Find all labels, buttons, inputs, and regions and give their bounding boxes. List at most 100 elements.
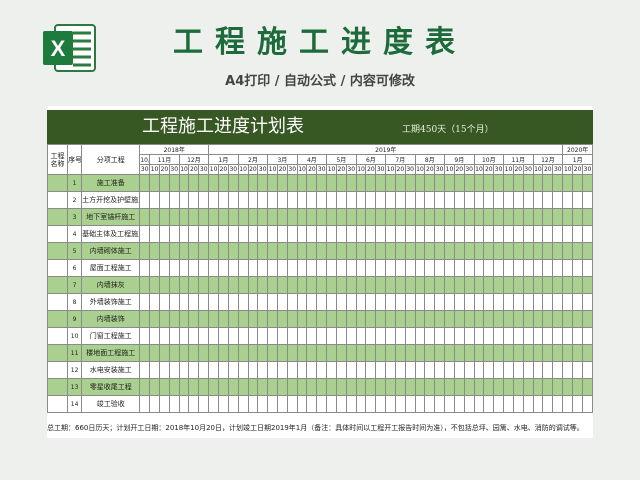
schedule-cell[interactable] bbox=[345, 225, 357, 243]
schedule-cell[interactable] bbox=[306, 208, 318, 226]
schedule-cell[interactable] bbox=[139, 361, 151, 379]
schedule-cell[interactable] bbox=[552, 225, 564, 243]
schedule-cell[interactable] bbox=[198, 174, 210, 192]
schedule-cell[interactable] bbox=[306, 191, 318, 209]
schedule-cell[interactable] bbox=[483, 344, 495, 362]
schedule-cell[interactable] bbox=[218, 361, 229, 379]
schedule-cell[interactable] bbox=[267, 310, 278, 328]
schedule-cell[interactable] bbox=[326, 310, 337, 328]
schedule-cell[interactable] bbox=[316, 242, 328, 260]
schedule-cell[interactable] bbox=[286, 242, 298, 260]
schedule-cell[interactable] bbox=[503, 208, 514, 226]
schedule-cell[interactable] bbox=[562, 259, 574, 277]
schedule-cell[interactable] bbox=[218, 242, 229, 260]
schedule-cell[interactable] bbox=[247, 174, 259, 192]
schedule-cell[interactable] bbox=[227, 327, 239, 345]
schedule-cell[interactable] bbox=[178, 361, 190, 379]
schedule-cell[interactable] bbox=[208, 276, 220, 294]
schedule-cell[interactable] bbox=[335, 293, 347, 311]
schedule-cell[interactable] bbox=[178, 174, 190, 192]
schedule-cell[interactable] bbox=[306, 344, 318, 362]
schedule-cell[interactable] bbox=[355, 293, 367, 311]
schedule-cell[interactable] bbox=[355, 395, 367, 413]
schedule-cell[interactable] bbox=[208, 225, 220, 243]
schedule-cell[interactable] bbox=[414, 242, 426, 260]
item-cell[interactable]: 内墙抹灰 bbox=[81, 276, 141, 294]
schedule-cell[interactable] bbox=[572, 191, 583, 209]
schedule-cell[interactable] bbox=[552, 378, 564, 396]
schedule-cell[interactable] bbox=[326, 361, 337, 379]
schedule-cell[interactable] bbox=[257, 174, 269, 192]
schedule-cell[interactable] bbox=[208, 293, 220, 311]
schedule-cell[interactable] bbox=[158, 276, 170, 294]
schedule-cell[interactable] bbox=[473, 174, 485, 192]
schedule-cell[interactable] bbox=[158, 310, 170, 328]
schedule-cell[interactable] bbox=[208, 242, 220, 260]
schedule-cell[interactable] bbox=[218, 310, 229, 328]
schedule-cell[interactable] bbox=[394, 293, 406, 311]
schedule-cell[interactable] bbox=[365, 378, 377, 396]
schedule-cell[interactable] bbox=[434, 293, 446, 311]
schedule-cell[interactable] bbox=[188, 208, 200, 226]
schedule-cell[interactable] bbox=[188, 242, 200, 260]
schedule-cell[interactable] bbox=[375, 378, 387, 396]
schedule-cell[interactable] bbox=[532, 208, 544, 226]
schedule-cell[interactable] bbox=[345, 378, 357, 396]
schedule-cell[interactable] bbox=[404, 242, 416, 260]
schedule-cell[interactable] bbox=[198, 327, 210, 345]
schedule-cell[interactable] bbox=[572, 361, 583, 379]
schedule-cell[interactable] bbox=[335, 378, 347, 396]
schedule-cell[interactable] bbox=[503, 327, 514, 345]
schedule-cell[interactable] bbox=[149, 378, 160, 396]
schedule-cell[interactable] bbox=[463, 361, 475, 379]
schedule-cell[interactable] bbox=[158, 327, 170, 345]
schedule-cell[interactable] bbox=[208, 327, 220, 345]
schedule-cell[interactable] bbox=[168, 344, 180, 362]
schedule-cell[interactable] bbox=[276, 395, 288, 413]
schedule-cell[interactable] bbox=[316, 225, 328, 243]
schedule-cell[interactable] bbox=[345, 191, 357, 209]
schedule-cell[interactable] bbox=[394, 310, 406, 328]
schedule-cell[interactable] bbox=[208, 191, 220, 209]
schedule-cell[interactable] bbox=[149, 344, 160, 362]
schedule-cell[interactable] bbox=[375, 293, 387, 311]
schedule-cell[interactable] bbox=[493, 174, 505, 192]
schedule-cell[interactable] bbox=[316, 327, 328, 345]
schedule-cell[interactable] bbox=[306, 293, 318, 311]
schedule-cell[interactable] bbox=[453, 259, 465, 277]
schedule-cell[interactable] bbox=[503, 276, 514, 294]
schedule-cell[interactable] bbox=[326, 378, 337, 396]
schedule-cell[interactable] bbox=[257, 344, 269, 362]
schedule-cell[interactable] bbox=[276, 242, 288, 260]
project-name-cell[interactable] bbox=[46, 361, 69, 379]
schedule-cell[interactable] bbox=[139, 276, 151, 294]
schedule-cell[interactable] bbox=[355, 242, 367, 260]
schedule-cell[interactable] bbox=[326, 208, 337, 226]
schedule-cell[interactable] bbox=[483, 310, 495, 328]
schedule-cell[interactable] bbox=[237, 378, 249, 396]
schedule-cell[interactable] bbox=[158, 242, 170, 260]
schedule-cell[interactable] bbox=[286, 327, 298, 345]
schedule-cell[interactable] bbox=[149, 191, 160, 209]
schedule-cell[interactable] bbox=[335, 395, 347, 413]
schedule-cell[interactable] bbox=[257, 361, 269, 379]
schedule-cell[interactable] bbox=[267, 361, 278, 379]
schedule-cell[interactable] bbox=[434, 344, 446, 362]
schedule-cell[interactable] bbox=[247, 378, 259, 396]
schedule-cell[interactable] bbox=[562, 174, 574, 192]
schedule-cell[interactable] bbox=[385, 293, 396, 311]
schedule-cell[interactable] bbox=[424, 293, 436, 311]
schedule-cell[interactable] bbox=[326, 395, 337, 413]
schedule-cell[interactable] bbox=[296, 293, 308, 311]
schedule-cell[interactable] bbox=[168, 208, 180, 226]
schedule-cell[interactable] bbox=[473, 276, 485, 294]
schedule-cell[interactable] bbox=[552, 276, 564, 294]
schedule-cell[interactable] bbox=[552, 327, 564, 345]
schedule-cell[interactable] bbox=[414, 327, 426, 345]
schedule-cell[interactable] bbox=[178, 395, 190, 413]
schedule-cell[interactable] bbox=[149, 310, 160, 328]
schedule-cell[interactable] bbox=[286, 208, 298, 226]
schedule-cell[interactable] bbox=[572, 293, 583, 311]
schedule-cell[interactable] bbox=[414, 310, 426, 328]
schedule-cell[interactable] bbox=[247, 242, 259, 260]
